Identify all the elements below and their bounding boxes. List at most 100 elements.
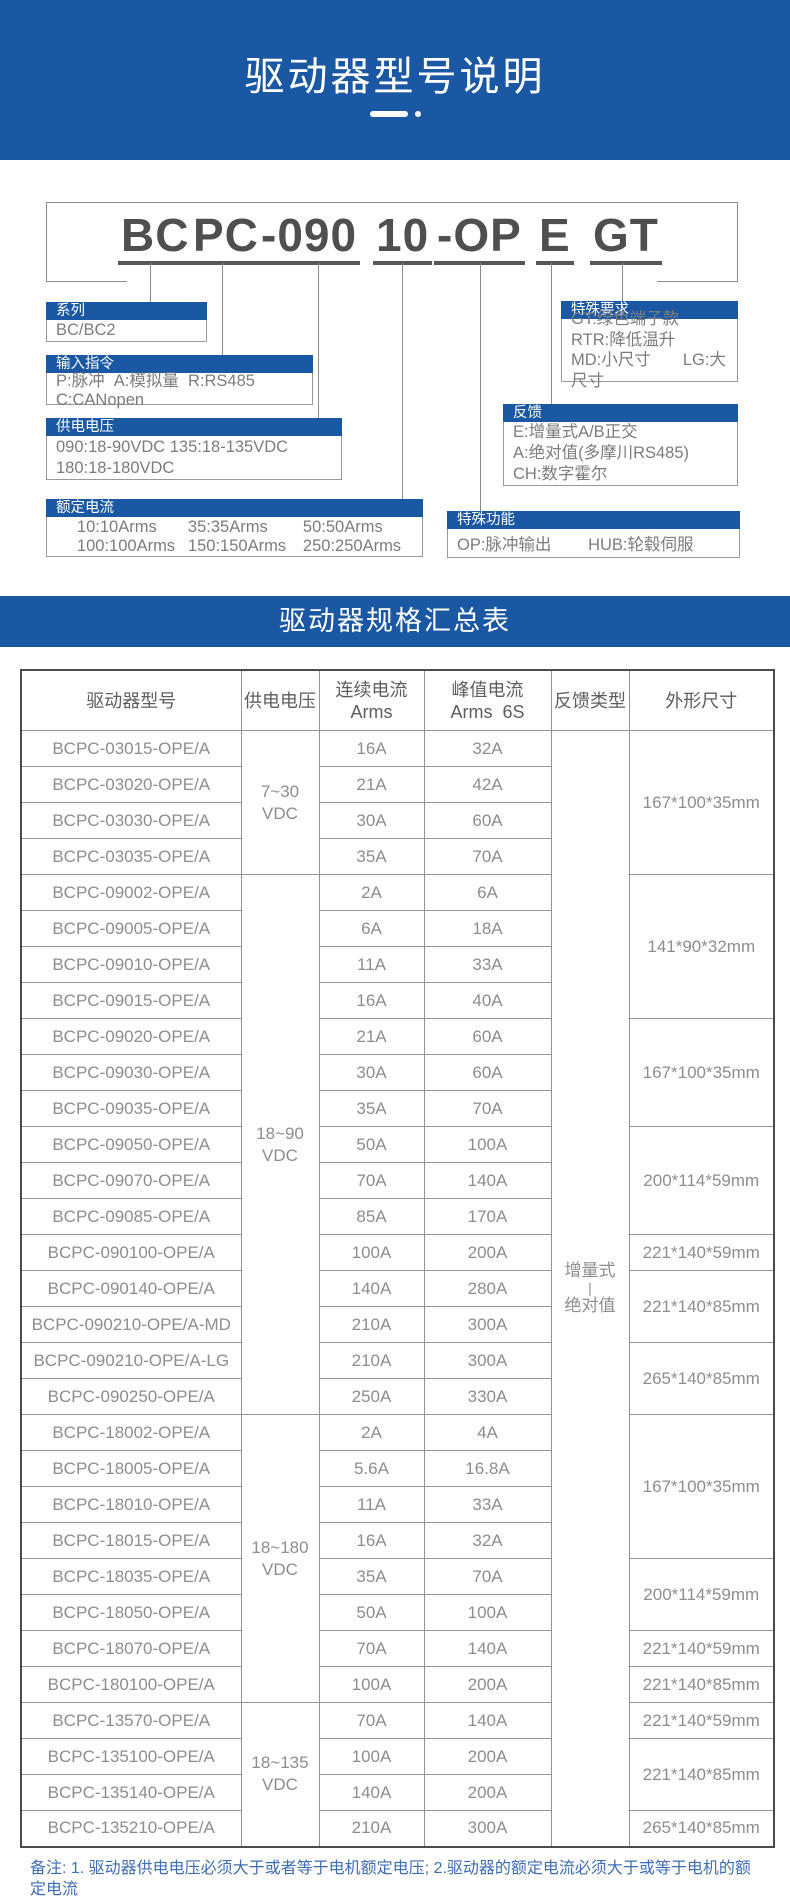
column-header: 峰值电流 Arms 6S [423, 669, 552, 731]
table-row: BCPC-180100-OPE/A 100A 200A 221*140*85mm [20, 1666, 775, 1703]
table-row: BCPC-09002-OPE/A 18~90 VDC 2A 6A 141*90*32mm [20, 874, 775, 1415]
callout-special-func: 特殊功能 OP:脉冲输出 HUB:轮毂伺服 [447, 511, 740, 558]
callout-line: 150:150Arms [187, 536, 287, 555]
peak-current-cell: 330A [423, 1378, 552, 1415]
peak-current-cell: 100A [423, 1594, 552, 1631]
table-row: BCPC-135100-OPE/A 100A 200A 221*140*85mm [20, 1738, 775, 1811]
callout-input-cmd-body: P:脉冲 A:模拟量 R:RS485 C:CANopen [46, 372, 313, 409]
continuous-current-cell: 21A [318, 766, 425, 803]
peak-current-cell: 140A [423, 1702, 552, 1739]
continuous-current-cell: 16A [318, 730, 425, 767]
model-cell: BCPC-13570-OPE/A [20, 1702, 242, 1739]
callout-special-req: 特殊要求 GT:绿色端子款 RTR:降低温升 MD:小尺寸 LG:大尺寸 [561, 301, 738, 390]
callout-input-cmd-title: 输入指令 [46, 355, 313, 373]
peak-current-cell: 60A [423, 1018, 552, 1055]
peak-current-cell: 42A [423, 766, 552, 803]
callout-rated-current: 额定电流 10:10Arms 35:35Arms 50:50Arms 100:100A… [46, 499, 423, 557]
continuous-current-cell: 35A [318, 1090, 425, 1127]
callout-line: 100:100Arms [76, 536, 176, 555]
table-row: BCPC-09070-OPE/A 70A 140A [20, 1162, 774, 1199]
feedback-type-line: 绝对值 [564, 1295, 616, 1315]
dimensions-cell: 221*140*85mm [628, 1738, 775, 1811]
column-header: 连续电流 Arms [318, 669, 425, 731]
model-segment: PC [190, 212, 262, 265]
model-cell: BCPC-09030-OPE/A [20, 1054, 242, 1091]
model-cell: BCPC-09070-OPE/A [20, 1162, 242, 1199]
feedback-type-line: | [588, 1279, 592, 1296]
spec-table: 驱动器型号 供电电压 连续电流 Arms 峰值电流 Arms 6S 反馈类型 外形尺寸 BC… [20, 669, 775, 1848]
continuous-current-cell: 85A [318, 1198, 425, 1235]
model-cell: BCPC-09015-OPE/A [20, 982, 242, 1019]
callout-special-req-body: GT:绿色端子款 RTR:降低温升 MD:小尺寸 LG:大尺寸 [561, 310, 738, 390]
table-row: BCPC-18010-OPE/A 11A 33A [20, 1486, 774, 1523]
continuous-current-cell: 5.6A [318, 1450, 425, 1487]
continuous-current-cell: 100A [318, 1666, 425, 1703]
callout-special-req-title: 特殊要求 [561, 301, 738, 319]
table-row: BCPC-090100-OPE/A 100A 200A 221*140*59mm [20, 1234, 775, 1271]
model-outline-bottom-left [46, 281, 127, 282]
peak-current-cell: 300A [423, 1342, 552, 1379]
continuous-current-cell: 6A [318, 910, 425, 947]
peak-current-cell: 60A [423, 1054, 552, 1091]
continuous-current-cell: 30A [318, 802, 425, 839]
column-header: 反馈类型 [550, 669, 630, 731]
model-cell: BCPC-09020-OPE/A [20, 1018, 242, 1055]
peak-current-cell: 140A [423, 1162, 552, 1199]
model-cell: BCPC-18015-OPE/A [20, 1522, 242, 1559]
continuous-current-cell: 30A [318, 1054, 425, 1091]
peak-current-cell: 200A [423, 1738, 552, 1775]
column-header: 供电电压 [240, 669, 320, 731]
model-cell: BCPC-090210-OPE/A-LG [20, 1342, 242, 1379]
continuous-current-cell: 250A [318, 1378, 425, 1415]
callout-feedback: 反馈 E:增量式A/B正交 A:绝对值(多摩川RS485) CH:数字霍尔 [503, 404, 738, 486]
model-segment: 10 [373, 212, 433, 265]
continuous-current-cell: 70A [318, 1630, 425, 1667]
callout-supply-voltage: 供电电压 090:18-90VDC 135:18-135VDC 180:18-18… [46, 418, 342, 480]
table-row: BCPC-18035-OPE/A 35A 70A 200*114*59mm [20, 1558, 775, 1631]
dimensions-cell: 221*140*59mm [628, 1702, 775, 1739]
model-segment: -OP [434, 212, 525, 265]
dimensions-cell: 221*140*59mm [628, 1630, 775, 1667]
model-outline-box [46, 202, 738, 282]
dimensions-cell: 221*140*85mm [628, 1666, 775, 1703]
voltage-cell: 18~135 VDC [240, 1702, 320, 1847]
model-cell: BCPC-090140-OPE/A [20, 1270, 242, 1307]
model-cell: BCPC-09035-OPE/A [20, 1090, 242, 1127]
peak-current-cell: 140A [423, 1630, 552, 1667]
callout-line: BC/BC2 [56, 321, 116, 339]
continuous-current-cell: 50A [318, 1594, 425, 1631]
callout-line: GT:绿色端子款 [571, 310, 680, 328]
continuous-current-cell: 16A [318, 1522, 425, 1559]
connector-special-func [480, 263, 481, 511]
peak-current-cell: 300A [423, 1306, 552, 1343]
model-cell: BCPC-18035-OPE/A [20, 1558, 242, 1595]
dimensions-cell: 167*100*35mm [628, 1414, 775, 1559]
table-header-row: 驱动器型号 供电电压 连续电流 Arms 峰值电流 Arms 6S 反馈类型 外形尺寸 [20, 669, 775, 731]
continuous-current-cell: 2A [318, 874, 425, 911]
continuous-current-cell: 210A [318, 1810, 425, 1847]
callout-supply-voltage-title: 供电电压 [46, 418, 342, 436]
peak-current-cell: 32A [423, 730, 552, 767]
callout-series-body: BC/BC2 [46, 320, 207, 342]
banner: 驱动器型号说明 [0, 0, 790, 160]
table-row: BCPC-03030-OPE/A 30A 60A [20, 802, 774, 839]
model-outline-bottom-right [657, 281, 737, 282]
callout-line: 180:18-180VDC [56, 458, 175, 477]
voltage-cell: 18~90 VDC [240, 874, 320, 1415]
peak-current-cell: 280A [423, 1270, 552, 1307]
callout-line: 10:10Arms [76, 517, 157, 536]
connector-series [150, 263, 151, 302]
callout-line: 090:18-90VDC 135:18-135VDC [56, 437, 289, 456]
continuous-current-cell: 100A [318, 1234, 425, 1271]
peak-current-cell: 32A [423, 1522, 552, 1559]
model-cell: BCPC-18050-OPE/A [20, 1594, 242, 1631]
peak-current-cell: 70A [423, 1090, 552, 1127]
model-cell: BCPC-135100-OPE/A [20, 1738, 242, 1775]
continuous-current-cell: 11A [318, 1486, 425, 1523]
connector-supply-voltage [318, 263, 319, 418]
dimensions-cell: 167*100*35mm [628, 1018, 775, 1127]
dimensions-cell: 200*114*59mm [628, 1126, 775, 1235]
callout-line: A:绝对值(多摩川RS485) [513, 444, 690, 462]
callout-line: RTR:降低温升 [571, 330, 676, 349]
dimensions-cell: 265*140*85mm [628, 1810, 775, 1847]
